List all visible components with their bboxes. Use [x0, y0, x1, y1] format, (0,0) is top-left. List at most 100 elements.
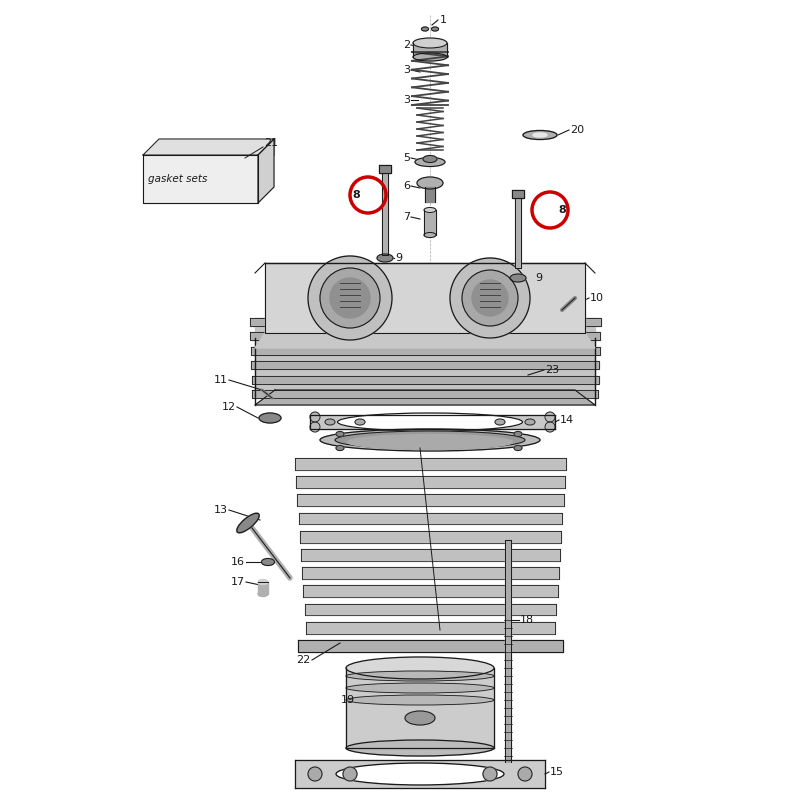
Text: 18: 18 [520, 615, 534, 625]
Circle shape [308, 256, 392, 340]
Ellipse shape [346, 740, 494, 756]
Polygon shape [512, 190, 524, 198]
Polygon shape [298, 640, 563, 652]
Ellipse shape [258, 579, 268, 585]
Text: 20: 20 [570, 125, 584, 135]
Ellipse shape [431, 27, 438, 31]
Ellipse shape [533, 133, 547, 137]
Polygon shape [301, 549, 560, 561]
Text: 21: 21 [264, 138, 278, 148]
Ellipse shape [422, 27, 429, 31]
Text: 15: 15 [550, 767, 564, 777]
Ellipse shape [336, 446, 344, 450]
Ellipse shape [346, 695, 494, 705]
Text: 12: 12 [222, 402, 236, 412]
Ellipse shape [258, 591, 268, 597]
Polygon shape [346, 668, 494, 748]
Circle shape [450, 258, 530, 338]
Polygon shape [250, 347, 599, 355]
Polygon shape [382, 173, 388, 255]
Ellipse shape [347, 434, 513, 450]
Ellipse shape [423, 155, 437, 162]
Ellipse shape [259, 413, 281, 423]
Polygon shape [305, 604, 557, 615]
Polygon shape [258, 582, 268, 594]
Circle shape [545, 422, 555, 432]
Polygon shape [255, 333, 595, 348]
Text: 7: 7 [403, 212, 410, 222]
Circle shape [310, 412, 320, 422]
Polygon shape [265, 263, 585, 333]
Polygon shape [255, 390, 595, 405]
Polygon shape [143, 139, 274, 155]
Text: 8: 8 [352, 190, 360, 200]
Polygon shape [251, 376, 598, 384]
Text: 9: 9 [535, 273, 542, 283]
Polygon shape [143, 155, 258, 203]
Polygon shape [505, 540, 511, 762]
Text: 22: 22 [296, 655, 310, 665]
Polygon shape [310, 415, 555, 429]
Polygon shape [306, 622, 555, 634]
Ellipse shape [325, 419, 335, 425]
Polygon shape [159, 139, 274, 155]
Text: 17: 17 [231, 577, 245, 587]
Text: 14: 14 [560, 415, 574, 425]
Polygon shape [252, 390, 598, 398]
Polygon shape [296, 476, 565, 488]
Ellipse shape [523, 130, 557, 139]
Polygon shape [251, 362, 599, 370]
Polygon shape [295, 760, 545, 788]
Polygon shape [298, 513, 562, 525]
Ellipse shape [346, 683, 494, 693]
Circle shape [472, 280, 508, 316]
Polygon shape [302, 567, 558, 579]
Polygon shape [515, 198, 521, 268]
Circle shape [343, 767, 357, 781]
Circle shape [483, 767, 497, 781]
Ellipse shape [346, 671, 494, 681]
Polygon shape [425, 187, 435, 202]
Ellipse shape [424, 233, 436, 238]
Ellipse shape [413, 38, 447, 48]
Polygon shape [300, 531, 562, 542]
Polygon shape [250, 333, 600, 341]
Ellipse shape [335, 431, 525, 449]
Circle shape [310, 422, 320, 432]
Ellipse shape [413, 53, 447, 61]
Ellipse shape [514, 446, 522, 450]
Text: 3: 3 [403, 65, 410, 75]
Text: 2: 2 [403, 40, 410, 50]
Polygon shape [295, 458, 566, 470]
Text: 19: 19 [341, 695, 355, 705]
Text: 5: 5 [403, 153, 410, 163]
Polygon shape [379, 165, 391, 173]
Polygon shape [424, 210, 436, 235]
Ellipse shape [237, 514, 259, 533]
Circle shape [320, 268, 380, 328]
Ellipse shape [415, 158, 445, 166]
Ellipse shape [262, 558, 274, 566]
Polygon shape [258, 139, 274, 203]
Circle shape [462, 270, 518, 326]
Ellipse shape [510, 274, 526, 282]
Ellipse shape [514, 431, 522, 437]
Polygon shape [413, 43, 447, 57]
Text: 13: 13 [214, 505, 228, 515]
Circle shape [545, 412, 555, 422]
Polygon shape [303, 586, 558, 598]
Ellipse shape [338, 413, 522, 431]
Ellipse shape [355, 419, 365, 425]
Polygon shape [250, 318, 601, 326]
Ellipse shape [336, 431, 344, 437]
Text: 9: 9 [395, 253, 402, 263]
Text: 11: 11 [214, 375, 228, 385]
Ellipse shape [346, 657, 494, 679]
Text: 10: 10 [590, 293, 604, 303]
Ellipse shape [320, 429, 540, 451]
Circle shape [518, 767, 532, 781]
Ellipse shape [336, 763, 504, 785]
Polygon shape [298, 494, 563, 506]
Circle shape [308, 767, 322, 781]
Polygon shape [255, 318, 595, 390]
